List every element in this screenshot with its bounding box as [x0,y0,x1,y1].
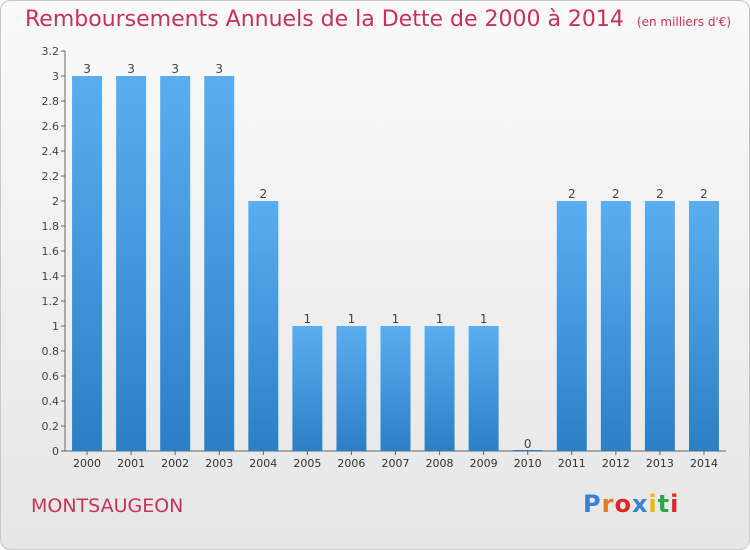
x-tick-label: 2003 [205,457,233,470]
x-tick-label: 2006 [337,457,365,470]
y-tick-label: 0.8 [42,345,60,358]
bar [72,76,103,451]
bar [336,326,367,451]
chart-unit-label: (en milliers d'€) [636,15,732,29]
data-label: 2 [700,187,708,201]
bar [380,326,411,451]
x-tick-label: 2012 [602,457,630,470]
data-label: 2 [656,187,664,201]
y-tick-label: 2.2 [42,170,60,183]
proxiti-logo: Proxiti [583,490,679,518]
chart-title: Remboursements Annuels de la Dette de 20… [25,7,731,32]
data-label: 1 [480,312,488,326]
bar [468,326,499,451]
data-label: 2 [259,187,267,201]
chart-data-labels: 3 3 3 3 2 1 1 1 1 1 0 2 2 2 2 [83,62,708,451]
y-tick-label: 3 [52,70,59,83]
x-tick-label: 2010 [514,457,542,470]
data-label: 3 [171,62,179,76]
bar [292,326,323,451]
y-tick-label: 1.8 [42,220,60,233]
data-label: 2 [568,187,576,201]
logo-letter: i [670,490,680,518]
y-tick-label: 0.4 [42,395,60,408]
x-tick-label: 2000 [73,457,101,470]
y-tick-label: 0.6 [42,370,60,383]
y-tick-label: 1 [52,320,59,333]
x-tick-label: 2007 [382,457,410,470]
x-tick-label: 2014 [690,457,718,470]
bar [556,201,587,451]
data-label: 1 [304,312,312,326]
bar [600,201,631,451]
y-tick-label: 3.2 [42,45,60,58]
x-tick-label: 2004 [249,457,277,470]
x-tick-label: 2008 [426,457,454,470]
bar [424,326,455,451]
bar [204,76,235,451]
data-label: 3 [127,62,135,76]
bar [248,201,279,451]
chart-axes: 0 0.2 0.4 0.6 0.8 1 1.2 1.4 1.6 1.8 2 2.2 2.4 2.6 2.8 3… [42,45,726,470]
logo-letter: r [601,490,615,518]
data-label: 3 [215,62,223,76]
y-tick-label: 0 [52,445,59,458]
logo-letter: P [583,490,602,518]
data-label: 2 [612,187,620,201]
y-tick-label: 1.2 [42,295,60,308]
x-tick-label: 2011 [558,457,586,470]
logo-letter: o [614,490,632,518]
y-tick-label: 2.8 [42,95,60,108]
data-label: 1 [348,312,356,326]
bar [160,76,191,451]
logo-letter: t [657,490,671,518]
x-tick-label: 2009 [470,457,498,470]
bar [688,201,719,451]
y-tick-label: 2.6 [42,120,60,133]
y-tick-label: 2 [52,195,59,208]
x-tick-label: 2005 [293,457,321,470]
y-tick-label: 1.4 [42,270,60,283]
logo-letter: x [631,490,649,518]
bar [116,76,147,451]
y-tick-label: 0.2 [42,420,60,433]
logo-letter: i [648,490,658,518]
y-tick-label: 1.6 [42,245,60,258]
y-tick-label: 2.4 [42,145,60,158]
chart-bars [72,76,719,451]
bar [644,201,675,451]
chart-title-text: Remboursements Annuels de la Dette de 20… [25,7,624,32]
commune-name: MONTSAUGEON [31,495,184,517]
data-label: 3 [83,62,91,76]
x-tick-label: 2002 [161,457,189,470]
data-label: 1 [436,312,444,326]
data-label: 0 [524,437,532,451]
data-label: 1 [392,312,400,326]
x-tick-label: 2013 [646,457,674,470]
x-tick-label: 2001 [117,457,145,470]
